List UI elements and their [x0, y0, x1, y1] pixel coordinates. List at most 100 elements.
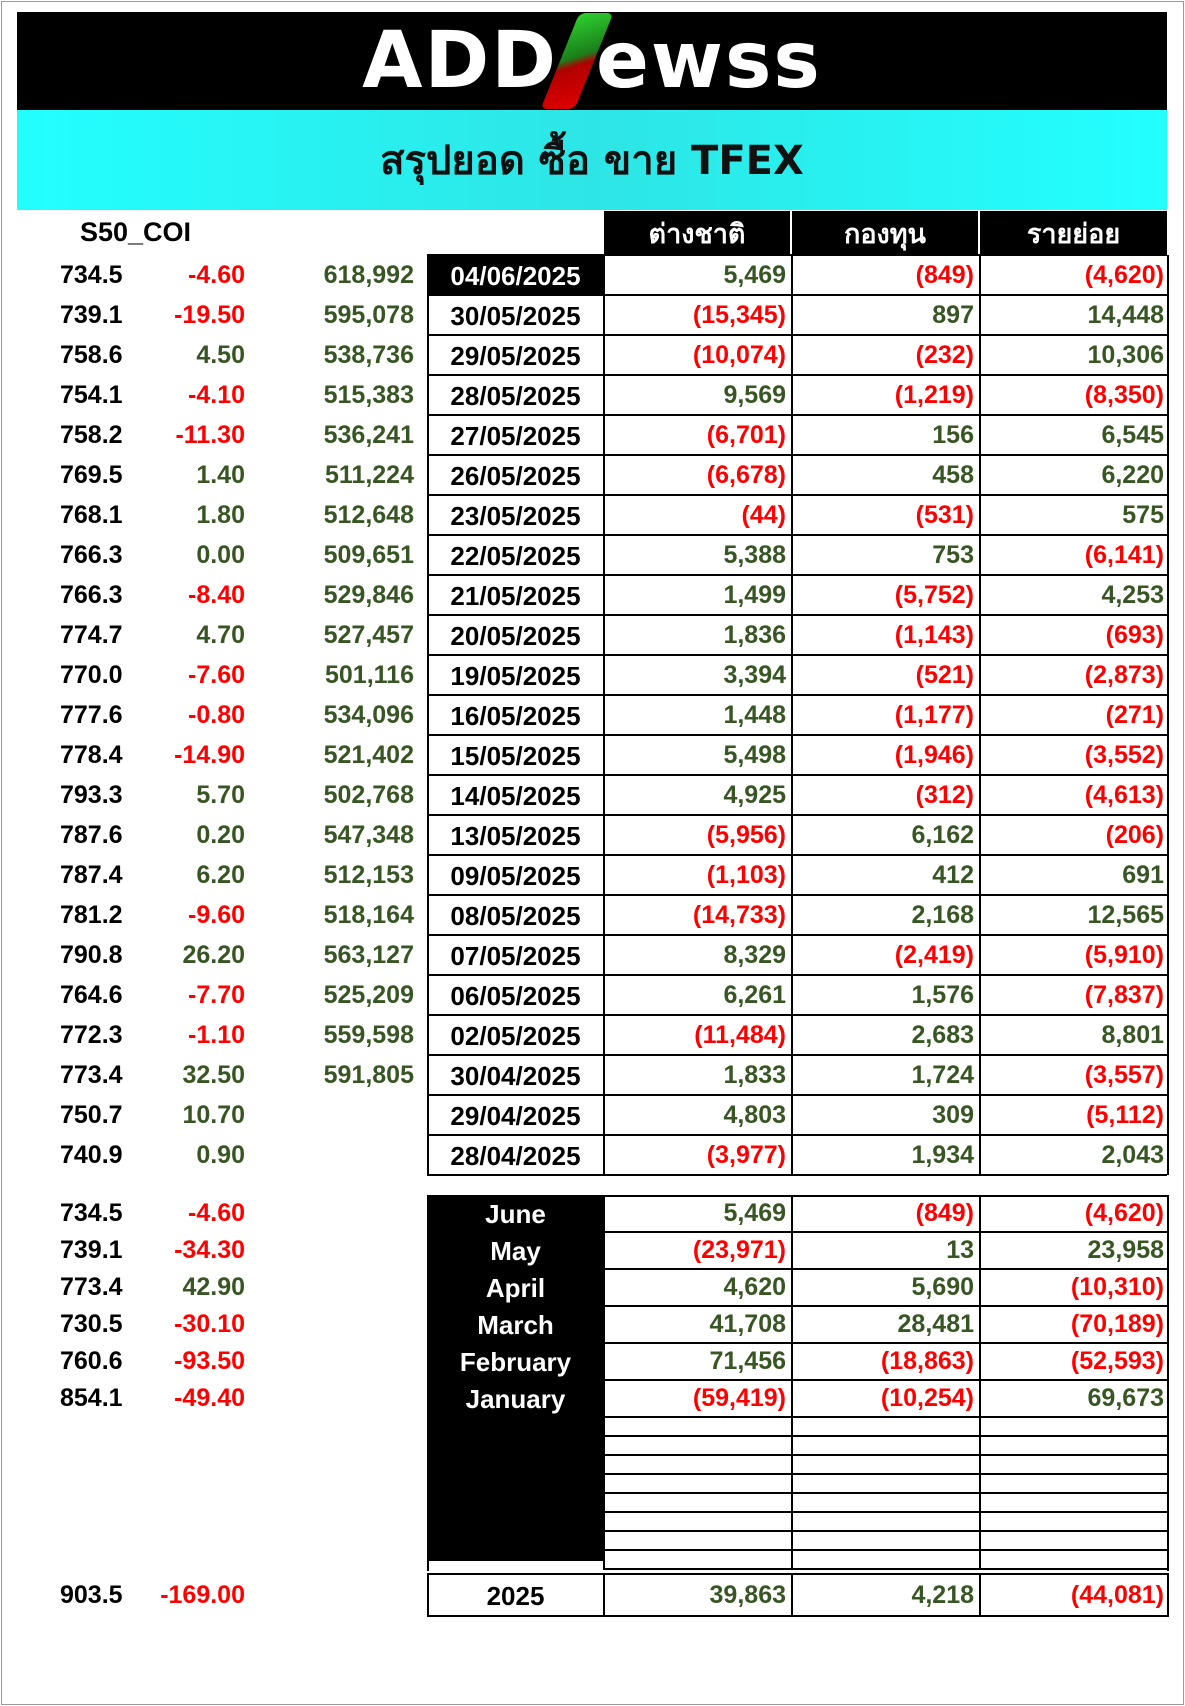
foreign-net: (3,977) [706, 1141, 786, 1169]
set50-level: 772.3 [60, 1021, 123, 1049]
trade-date: 20/05/2025 [450, 621, 581, 651]
foreign-net: (15,345) [692, 301, 786, 329]
foreign-net: 9,569 [723, 381, 786, 409]
month-fund-net: 5,690 [911, 1273, 974, 1301]
foreign-net: 5,498 [723, 741, 786, 769]
set50-level: 793.3 [60, 781, 123, 809]
set50-change: -19.50 [174, 301, 245, 329]
monthly-row-line [603, 1342, 1167, 1344]
month-set50-change: -49.40 [174, 1384, 245, 1412]
trade-date: 26/05/2025 [450, 461, 581, 491]
retail-net: (693) [1105, 621, 1164, 649]
month-label: February [459, 1347, 572, 1377]
page-title: สรุปยอด ซื้อ ขาย TFEX [380, 138, 804, 184]
foreign-net: 6,261 [723, 981, 786, 1009]
retail-net: (271) [1105, 701, 1164, 729]
open-interest: 515,383 [323, 381, 414, 409]
blank-row-line [603, 1530, 1167, 1532]
retail-net: (2,873) [1084, 661, 1164, 689]
trade-date: 29/04/2025 [450, 1101, 581, 1131]
foreign-net: (10,074) [692, 341, 786, 369]
open-interest: 512,153 [323, 861, 414, 889]
set50-change: 32.50 [182, 1061, 245, 1089]
fund-net: (1,177) [894, 701, 974, 729]
fund-net: 897 [932, 301, 974, 329]
column-header-foreign: ต่างชาติ [604, 211, 790, 255]
trade-date: 29/05/2025 [450, 341, 581, 371]
retail-net: (5,910) [1084, 941, 1164, 969]
blank-row-line [603, 1549, 1167, 1551]
annual-year: 2025 [486, 1581, 545, 1611]
trade-date: 04/06/2025 [450, 261, 581, 291]
open-interest: 518,164 [323, 901, 414, 929]
blank-row-line [603, 1473, 1167, 1475]
set50-level: 764.6 [60, 981, 123, 1009]
set50-change: 10.70 [182, 1101, 245, 1129]
month-foreign-net: 41,708 [709, 1310, 786, 1338]
month-retail-net: (10,310) [1070, 1273, 1164, 1301]
fund-net: 1,934 [911, 1141, 974, 1169]
daily-row-line [427, 734, 1167, 736]
month-retail-net: (70,189) [1070, 1310, 1164, 1338]
daily-row-line [427, 1094, 1167, 1096]
set50-change: -14.90 [174, 741, 245, 769]
coi-label: S50_COI [80, 217, 192, 247]
foreign-net: (44) [741, 501, 786, 529]
set50-level: 781.2 [60, 901, 123, 929]
daily-row-line [427, 1054, 1167, 1056]
daily-row-line [427, 574, 1167, 576]
month-fund-net: (10,254) [880, 1384, 974, 1412]
monthly-row-line [603, 1231, 1167, 1233]
blank-row-line [603, 1435, 1167, 1437]
set50-change: 6.20 [196, 861, 245, 889]
monthly-row-line [603, 1416, 1167, 1418]
open-interest: 618,992 [323, 261, 414, 289]
open-interest: 521,402 [323, 741, 414, 769]
daily-row-line [427, 894, 1167, 896]
daily-row-line [427, 1174, 1167, 1176]
set50-change: -1.10 [188, 1021, 245, 1049]
month-label: January [465, 1384, 566, 1414]
set50-level: 787.4 [60, 861, 123, 889]
logo-text-left: ADD [362, 16, 559, 106]
month-set50-level: 739.1 [60, 1236, 123, 1264]
trade-date: 22/05/2025 [450, 541, 581, 571]
annual-grid [427, 1573, 1169, 1617]
daily-row-line [427, 374, 1167, 376]
daily-row-line [427, 694, 1167, 696]
month-foreign-net: (23,971) [692, 1236, 786, 1264]
annual-retail-net: (44,081) [1070, 1581, 1164, 1609]
foreign-net: 1,448 [723, 701, 786, 729]
retail-net: (4,620) [1084, 261, 1164, 289]
month-foreign-net: 71,456 [709, 1347, 786, 1375]
month-set50-level: 760.6 [60, 1347, 123, 1375]
daily-row-line [427, 614, 1167, 616]
month-fund-net: 28,481 [897, 1310, 974, 1338]
daily-row-line [427, 814, 1167, 816]
annual-foreign-net: 39,863 [709, 1581, 786, 1609]
foreign-net: 3,394 [723, 661, 786, 689]
daily-divider [603, 255, 605, 1175]
set50-level: 770.0 [60, 661, 123, 689]
daily-row-line [427, 1134, 1167, 1136]
month-set50-change: 42.90 [182, 1273, 245, 1301]
brand-banner: ADD ewss [17, 12, 1167, 110]
set50-change: 26.20 [182, 941, 245, 969]
date-highlight [429, 255, 603, 295]
blank-row-line [603, 1492, 1167, 1494]
set50-change: 0.90 [196, 1141, 245, 1169]
set50-level: 768.1 [60, 501, 123, 529]
open-interest: 525,209 [323, 981, 414, 1009]
daily-row-line [427, 654, 1167, 656]
fund-net: (531) [915, 501, 974, 529]
set50-change: 4.70 [196, 621, 245, 649]
retail-net: 2,043 [1101, 1141, 1164, 1169]
set50-change: -7.60 [188, 661, 245, 689]
set50-level: 758.6 [60, 341, 123, 369]
retail-net: 8,801 [1101, 1021, 1164, 1049]
month-foreign-net: 4,620 [723, 1273, 786, 1301]
set50-change: 1.40 [196, 461, 245, 489]
fund-net: (2,419) [894, 941, 974, 969]
monthly-divider [603, 1195, 605, 1569]
open-interest: 529,846 [323, 581, 414, 609]
